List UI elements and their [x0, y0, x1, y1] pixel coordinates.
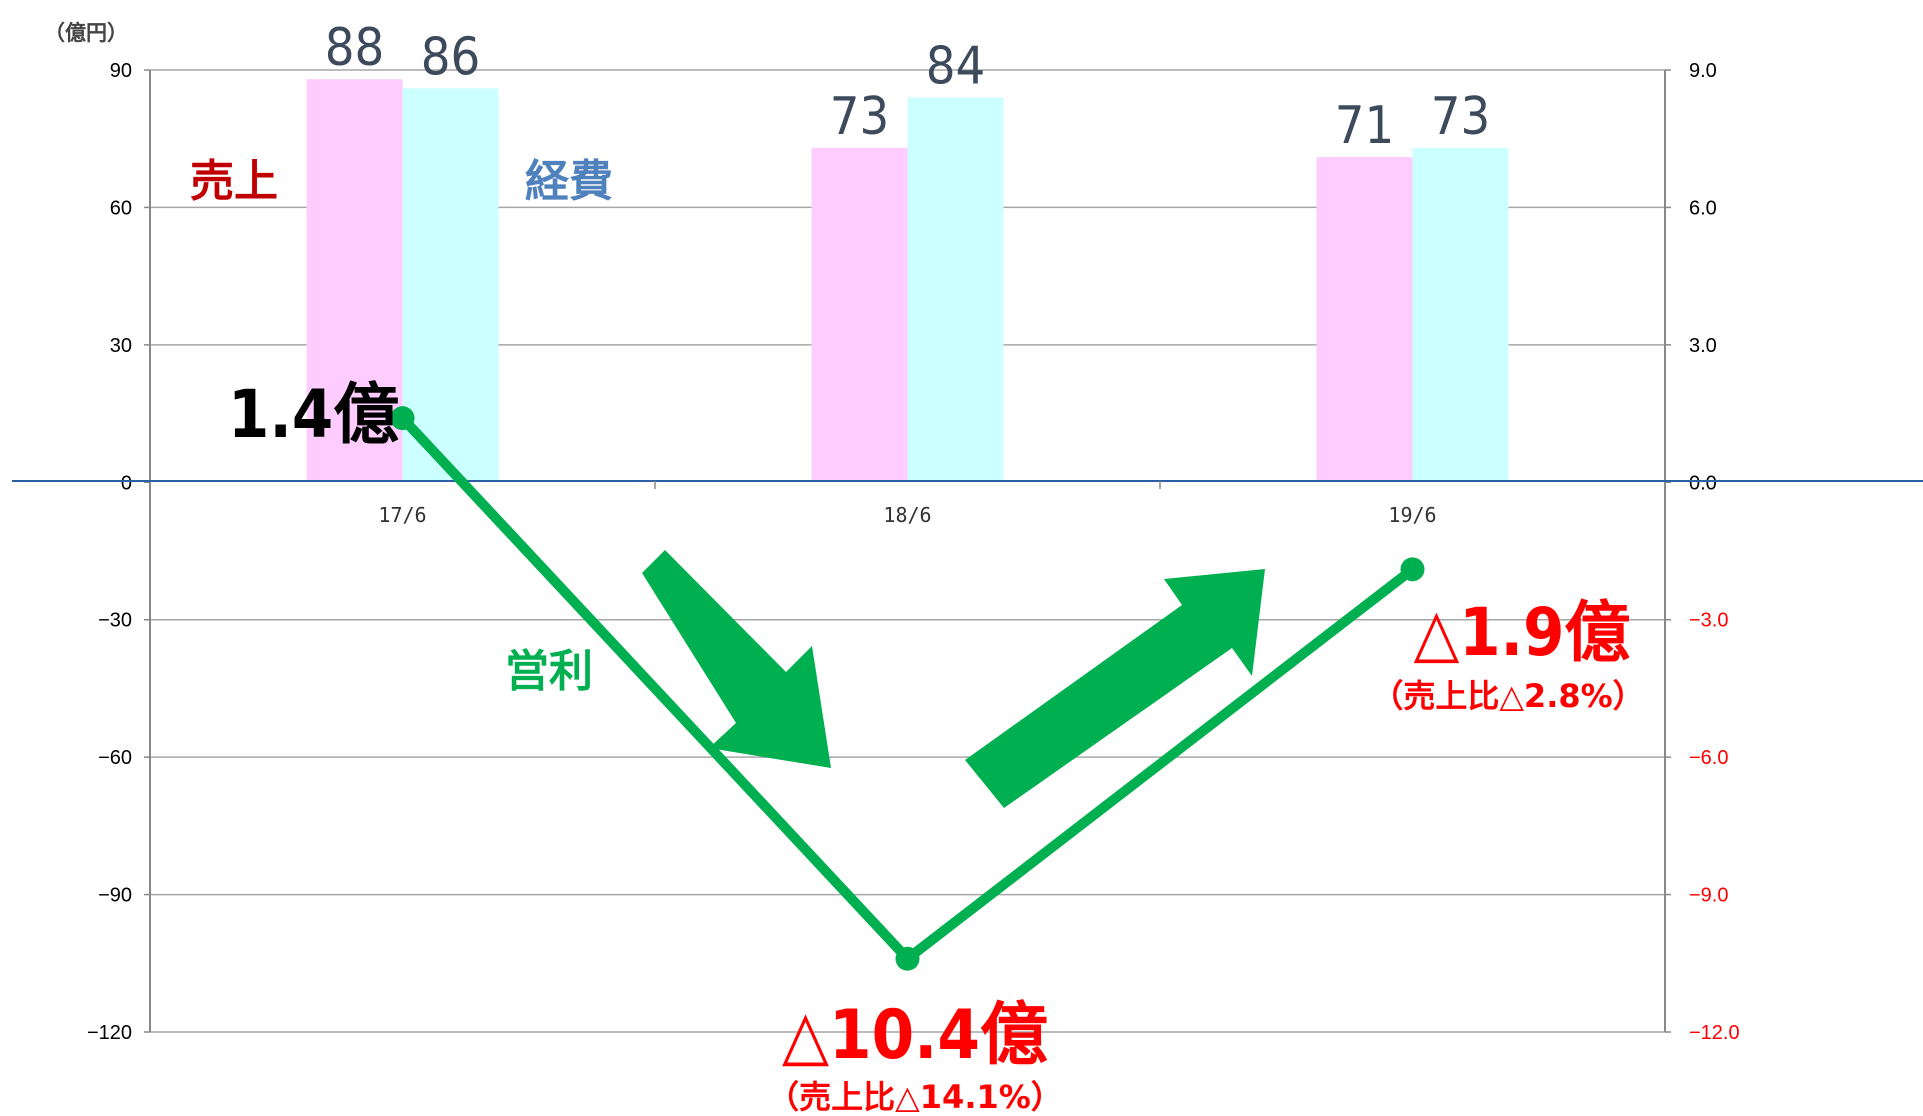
- bar-value-label: 84: [926, 36, 986, 96]
- bar-value-label: 88: [325, 18, 385, 78]
- bar-value-label: 86: [421, 27, 481, 87]
- annotation-18-6-operating-profit: △10.4億: [782, 996, 1048, 1075]
- annotation-19-6-sales-ratio: （売上比△2.8%）: [1371, 677, 1644, 715]
- operating-profit-point: [1400, 557, 1425, 582]
- axes: 90 9.0 60 6.0 30 3.0 0 0.0 −30 −3.0 −60 −6.0 −90 −9.0…: [12, 21, 1923, 1044]
- bar-sales: [306, 79, 403, 482]
- right-axis-tick-label: 6.0: [1689, 197, 1717, 219]
- bar-value-label: 73: [1431, 87, 1491, 147]
- bar-sales: [811, 147, 908, 481]
- right-axis-tick-label: 9.0: [1689, 60, 1717, 82]
- left-axis-tick-label: −30: [98, 610, 132, 632]
- right-axis-tick-label: −12.0: [1689, 1022, 1740, 1044]
- annotation-17-6-operating-profit: 1.4億: [228, 376, 399, 453]
- unit-label: （億円）: [44, 21, 128, 45]
- right-axis-tick-label: 0.0: [1689, 472, 1717, 494]
- left-axis-tick-label: −90: [98, 885, 132, 907]
- operating-profit-point: [390, 406, 415, 431]
- down-arrow-shape: [642, 550, 831, 768]
- annotation-18-6-sales-ratio: （売上比△14.1%）: [767, 1078, 1063, 1116]
- x-axis-tick-label: 18/6: [883, 503, 931, 527]
- series-label-operating-profit: 営利: [505, 646, 593, 697]
- bar-expenses: [907, 97, 1004, 481]
- series-label-expenses: 経費: [525, 156, 613, 207]
- left-axis-tick-label: 90: [110, 60, 132, 82]
- bar-sales: [1316, 157, 1413, 482]
- left-axis-tick-label: 60: [110, 197, 132, 219]
- x-axis-tick-label: 17/6: [378, 503, 426, 527]
- left-axis-tick-label: −60: [98, 747, 132, 769]
- series-label-sales: 売上: [190, 156, 278, 207]
- bars: [306, 79, 1509, 482]
- left-axis-tick-label: −120: [87, 1022, 132, 1044]
- up-arrow-shape: [965, 569, 1265, 808]
- annotation-19-6-operating-profit: △1.9億: [1414, 594, 1631, 671]
- trend-arrows: [642, 550, 1265, 808]
- bar-expenses: [1412, 147, 1509, 481]
- operating-profit-point: [895, 946, 920, 971]
- bar-value-label: 73: [830, 87, 890, 147]
- right-axis-tick-label: −9.0: [1689, 885, 1728, 907]
- bar-expenses: [402, 88, 499, 482]
- right-axis-tick-label: 3.0: [1689, 335, 1717, 357]
- left-axis-tick-label: 30: [110, 335, 132, 357]
- left-axis-tick-label: 0: [121, 472, 132, 494]
- bar-value-label: 71: [1335, 96, 1395, 156]
- right-axis-tick-label: −3.0: [1689, 610, 1728, 632]
- x-axis-tick-label: 19/6: [1388, 503, 1436, 527]
- right-axis-tick-label: −6.0: [1689, 747, 1728, 769]
- operating-profit-line: [390, 406, 1425, 971]
